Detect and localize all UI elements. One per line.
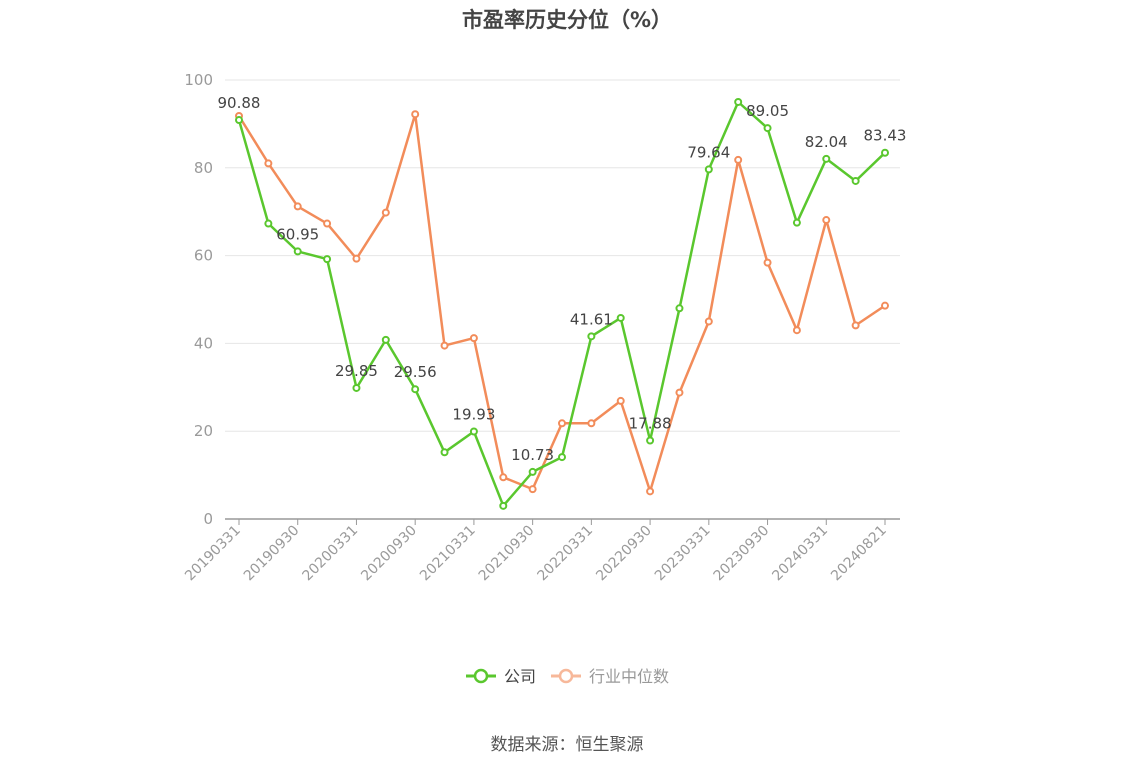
data-point (587, 419, 596, 428)
data-point (323, 255, 332, 264)
y-tick-label: 80 (194, 159, 213, 177)
data-point (646, 487, 655, 496)
data-point (616, 313, 625, 322)
data-point (646, 436, 655, 445)
grid-lines (225, 79, 900, 432)
y-tick-label: 100 (184, 71, 213, 89)
data-point (851, 176, 860, 185)
data-point (734, 97, 743, 106)
legend-marker (473, 668, 489, 684)
data-point (822, 216, 831, 225)
data-label: 29.85 (335, 362, 378, 380)
series-layer (235, 97, 889, 510)
data-point (558, 419, 566, 428)
x-tick-label: 20200930 (358, 523, 420, 585)
data-label: 82.04 (805, 133, 848, 151)
data-point (440, 341, 449, 350)
chart-title: 市盈率历史分位（%） (461, 8, 673, 32)
data-labels: 90.88 60.95 29.85 29.56 19.93 10.73 41.61 17.88… (218, 94, 907, 464)
data-label: 83.43 (864, 127, 907, 145)
x-tick-label: 20230331 (652, 523, 714, 585)
data-label: 10.73 (511, 446, 554, 464)
x-tick-label: 20190930 (241, 523, 303, 585)
data-label: 41.61 (570, 310, 613, 328)
y-tick-label: 60 (194, 247, 213, 265)
y-axis-ticks: 0 20 40 60 80 100 (184, 71, 213, 528)
data-point (499, 501, 508, 510)
data-point (734, 155, 743, 164)
data-point (822, 154, 831, 163)
data-label: 90.88 (218, 94, 261, 112)
data-label: 19.93 (452, 406, 495, 424)
data-point (792, 326, 801, 335)
data-point (704, 165, 713, 174)
legend-marker (558, 668, 574, 684)
data-source: 数据来源：恒生聚源 (490, 735, 644, 755)
data-point (675, 304, 684, 313)
legend-item-industry-median[interactable]: 行业中位数 (551, 667, 669, 686)
data-point (264, 219, 273, 228)
legend-label: 公司 (504, 667, 536, 686)
data-point (851, 321, 860, 330)
data-label: 89.05 (746, 102, 789, 120)
x-tick-label: 20210930 (476, 523, 538, 585)
data-point (792, 218, 801, 227)
data-point (323, 219, 332, 228)
data-label: 79.64 (687, 143, 730, 161)
data-point (293, 202, 302, 211)
data-point (352, 383, 361, 392)
data-point (763, 258, 772, 267)
data-point (558, 453, 566, 462)
data-point (235, 116, 243, 125)
data-label: 29.56 (394, 363, 437, 381)
y-tick-label: 40 (194, 334, 213, 352)
x-tick-label: 20200331 (300, 523, 362, 585)
data-point (293, 247, 302, 256)
data-point (381, 208, 390, 217)
data-point (499, 473, 508, 482)
x-tick-label: 20220930 (593, 523, 655, 585)
data-label: 17.88 (629, 415, 672, 433)
x-tick-label: 20240821 (828, 523, 890, 585)
data-point (763, 124, 772, 133)
data-point (352, 254, 361, 263)
data-point (881, 148, 889, 157)
x-tick-label: 20210331 (417, 523, 479, 585)
data-point (440, 448, 449, 457)
data-point (469, 334, 478, 343)
legend-label: 行业中位数 (589, 667, 669, 686)
data-point (469, 427, 478, 436)
data-point (704, 317, 713, 326)
x-tick-label: 20240331 (769, 523, 831, 585)
x-tick-label: 20230930 (711, 523, 773, 585)
y-tick-label: 0 (203, 510, 213, 528)
data-point (528, 485, 537, 494)
x-tick-label: 20190331 (182, 523, 244, 585)
y-tick-label: 20 (194, 422, 213, 440)
data-point (264, 159, 273, 168)
data-point (587, 332, 596, 341)
legend-item-company[interactable]: 公司 (466, 667, 536, 686)
x-tick-label: 20220331 (534, 523, 596, 585)
data-label: 60.95 (276, 225, 319, 243)
data-point (381, 335, 390, 344)
data-point (616, 396, 625, 405)
data-point (528, 467, 537, 476)
data-point (411, 385, 420, 394)
series-line (237, 100, 886, 508)
data-point (411, 110, 420, 119)
data-point (881, 301, 889, 310)
legend: 公司 行业中位数 (466, 667, 669, 686)
data-point (675, 388, 684, 397)
x-axis: 2019033120190930202003312020093020210331… (182, 518, 900, 585)
